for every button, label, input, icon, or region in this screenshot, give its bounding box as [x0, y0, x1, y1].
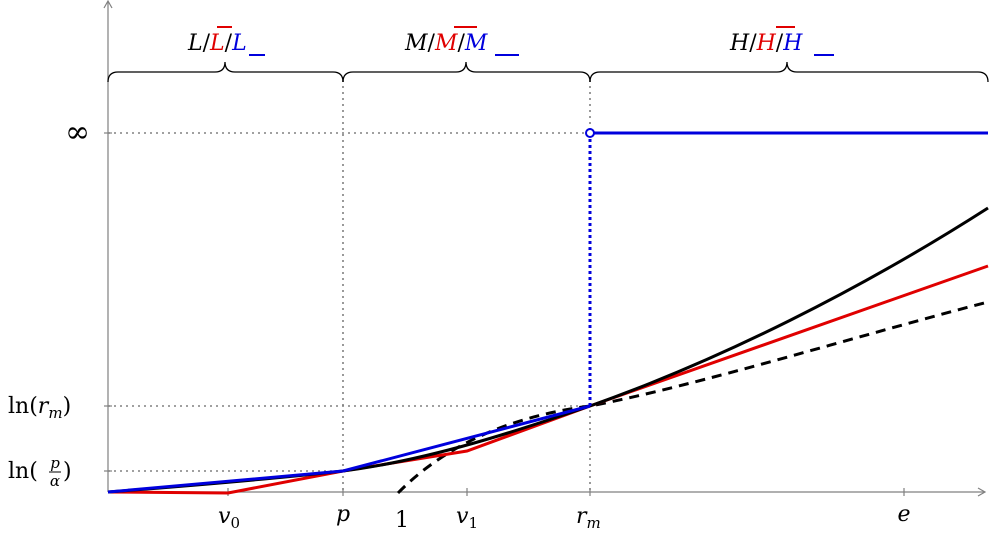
- blue-open-circle: [585, 128, 595, 138]
- region-low-base: L: [187, 31, 203, 56]
- region-mid-overline: M: [434, 31, 458, 56]
- region-high-base: H: [729, 31, 750, 56]
- blue-upper-approximation: [107, 404, 591, 494]
- region-mid-underline: M: [464, 31, 488, 56]
- brace-mid: [342, 61, 591, 83]
- dashed-tangent-line: [396, 300, 989, 495]
- brace-high: [589, 61, 989, 83]
- region-label-low: L/L/L: [187, 31, 247, 56]
- x-label-p: p: [336, 502, 350, 527]
- y-label-infinity: ∞: [65, 115, 90, 150]
- region-low-overline: L: [209, 31, 225, 56]
- x-labels: v0 p 1 v1 rm e: [218, 502, 911, 533]
- x-label-v0: v0: [218, 504, 240, 532]
- y-label-ln-p-alpha: ln( p α ): [8, 454, 72, 490]
- curves: [107, 128, 989, 495]
- region-label-high: H/H/H: [729, 31, 803, 56]
- x-label-one: 1: [395, 508, 409, 533]
- region-low-underline: L: [231, 31, 247, 56]
- x-label-e: e: [897, 502, 910, 527]
- black-convex-function: [107, 206, 989, 494]
- y-label-frac-den: α: [50, 472, 60, 490]
- region-braces: [107, 61, 989, 83]
- y-axis-arrowhead: [103, 0, 113, 9]
- y-label-ln-func: ln(: [8, 459, 38, 484]
- region-high-overline: H: [756, 31, 777, 56]
- region-high-underline: H: [782, 31, 803, 56]
- x-axis-arrowhead: [977, 487, 987, 497]
- red-lower-approximation: [107, 264, 989, 495]
- region-label-mid: M/M/M: [404, 31, 488, 56]
- axes: [103, 0, 987, 497]
- y-label-ln-close: ): [63, 459, 72, 484]
- y-label-frac-num: p: [50, 454, 60, 472]
- region-labels: L/L/L M/M/M H/H/H: [187, 26, 834, 56]
- y-labels: ∞ ln(rm) ln( p α ): [8, 115, 90, 490]
- x-label-v1: v1: [456, 504, 478, 532]
- y-label-ln-rm: ln(rm): [8, 394, 71, 422]
- x-label-rm: rm: [576, 504, 601, 532]
- brace-low: [107, 61, 344, 83]
- region-mid-base: M: [404, 31, 428, 56]
